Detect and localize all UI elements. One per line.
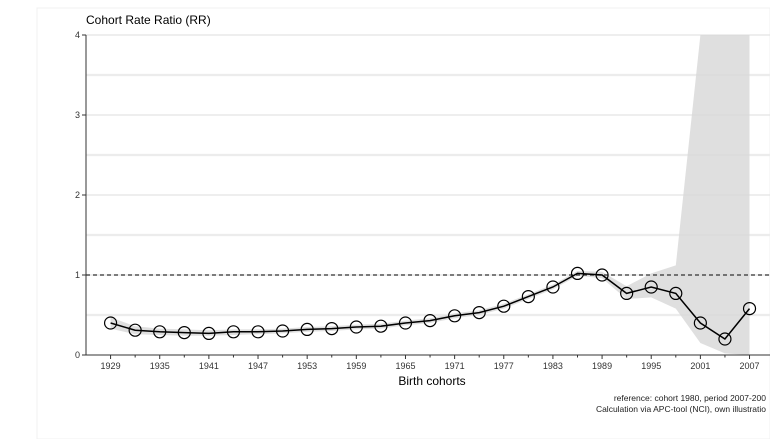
data-point (202, 326, 216, 340)
data-point (620, 286, 634, 300)
x-tick-label: 1965 (395, 361, 415, 371)
data-point (570, 266, 585, 280)
data-point (669, 286, 683, 300)
y-tick-label: 1 (75, 270, 80, 280)
y-tick-label: 3 (75, 110, 80, 120)
x-axis-title: Birth cohorts (398, 374, 465, 388)
calculation-note: Calculation via APC-tool (NCI), own illu… (596, 404, 766, 414)
x-tick-label: 1947 (248, 361, 268, 371)
series-line (110, 272, 751, 340)
data-point (423, 314, 437, 328)
data-point (103, 316, 118, 330)
data-point (497, 299, 511, 313)
data-point (742, 302, 757, 316)
data-point (251, 325, 265, 339)
data-point (374, 319, 388, 333)
confidence-band (110, 35, 750, 355)
x-tick-label: 2007 (740, 361, 760, 371)
data-point (275, 324, 290, 338)
data-point (595, 268, 609, 282)
data-point (300, 322, 314, 336)
x-tick-label: 1989 (592, 361, 612, 371)
data-point (153, 325, 167, 339)
y-tick-label: 2 (75, 190, 80, 200)
y-tick-label: 4 (75, 30, 80, 40)
x-tick-label: 1929 (101, 361, 121, 371)
x-tick-label: 2001 (690, 361, 710, 371)
data-point (472, 306, 486, 320)
y-tick-label: 0 (75, 350, 80, 360)
x-tick-label: 1941 (199, 361, 219, 371)
data-point (177, 326, 191, 340)
x-tick-label: 1995 (641, 361, 661, 371)
data-point (693, 316, 707, 330)
data-point (448, 309, 462, 323)
data-point (349, 320, 363, 334)
data-point (128, 323, 142, 337)
x-tick-label: 1959 (346, 361, 366, 371)
x-tick-label: 1953 (297, 361, 317, 371)
data-point (521, 290, 535, 304)
panel-background (36, 7, 770, 439)
x-tick-label: 1977 (494, 361, 514, 371)
x-tick-label: 1935 (150, 361, 170, 371)
x-tick-label: 1983 (543, 361, 563, 371)
y-axis-title: Cohort Rate Ratio (RR) (86, 13, 211, 27)
data-point (226, 325, 241, 339)
data-point (644, 280, 658, 294)
data-point (398, 316, 413, 330)
reference-note: reference: cohort 1980, period 2007-200 (614, 393, 766, 403)
data-point (325, 322, 339, 336)
data-point (546, 280, 560, 294)
x-tick-label: 1971 (445, 361, 465, 371)
data-point (718, 332, 732, 346)
